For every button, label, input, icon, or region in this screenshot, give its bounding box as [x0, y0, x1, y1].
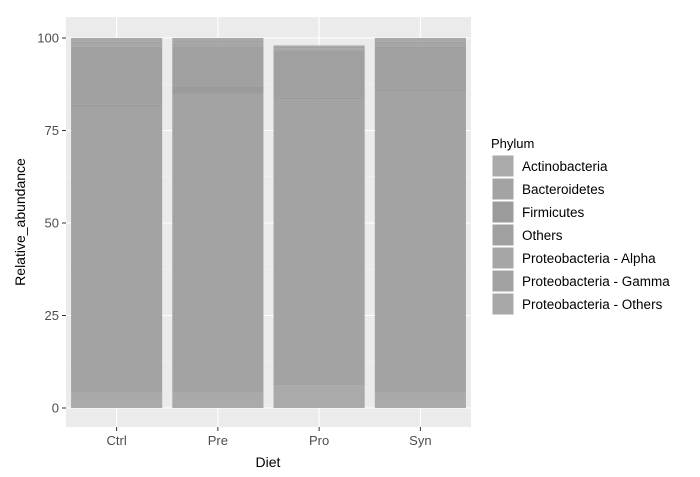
bar-segment — [374, 43, 466, 47]
bar-segment — [71, 392, 163, 408]
legend-label: Actinobacteria — [522, 159, 608, 174]
bar-segment — [374, 91, 466, 393]
legend-label: Proteobacteria - Gamma — [522, 274, 670, 289]
bar-segment — [273, 45, 365, 47]
x-tick-label: Pro — [309, 433, 329, 448]
legend-label: Firmicutes — [522, 205, 585, 220]
y-axis: 0 25 50 75 100 — [37, 31, 66, 416]
y-tick-label: 75 — [45, 123, 59, 138]
bar-segment — [172, 42, 264, 47]
bar-segment — [374, 89, 466, 92]
bar-segment — [71, 43, 163, 47]
bar-segment — [71, 41, 163, 44]
x-tick-label: Syn — [409, 433, 431, 448]
x-tick-label: Pre — [208, 433, 228, 448]
x-axis: Ctrl Pre Pro Syn — [107, 427, 432, 448]
legend-label: Bacteroidetes — [522, 182, 605, 197]
legend-title: Phylum — [491, 136, 534, 151]
legend-label: Proteobacteria - Alpha — [522, 251, 656, 266]
bar-segment — [172, 392, 264, 408]
legend-key — [491, 177, 515, 201]
legend-key — [491, 154, 515, 178]
x-tick-label: Ctrl — [107, 433, 127, 448]
bar-segment — [71, 106, 163, 393]
bar-segment — [374, 46, 466, 90]
bar-segment — [172, 38, 264, 41]
bars — [71, 38, 466, 408]
bar-segment — [273, 97, 365, 100]
bar-segment — [273, 385, 365, 408]
legend: Phylum Actinobacteria Bacteroidetes Firmic… — [491, 136, 670, 316]
bar-segment — [172, 86, 264, 94]
x-axis-title: Diet — [256, 454, 281, 470]
y-tick-label: 50 — [45, 216, 59, 231]
bar-segment — [71, 104, 163, 107]
legend-label: Proteobacteria - Others — [522, 297, 663, 312]
y-tick-label: 100 — [37, 31, 59, 46]
bar-segment — [273, 46, 365, 49]
bar-segment — [374, 41, 466, 44]
bar-segment — [374, 38, 466, 42]
bar-segment — [273, 99, 365, 386]
bar-segment — [71, 38, 163, 42]
bar-segment — [172, 93, 264, 393]
bar-segment — [172, 46, 264, 87]
y-tick-label: 25 — [45, 308, 59, 323]
legend-key — [491, 269, 515, 293]
legend-key — [491, 292, 515, 316]
bar-segment — [172, 40, 264, 43]
legend-key — [491, 223, 515, 247]
bar-segment — [273, 50, 365, 98]
bar-segment — [71, 46, 163, 105]
legend-label: Others — [522, 228, 563, 243]
y-tick-label: 0 — [52, 401, 59, 416]
legend-key — [491, 200, 515, 224]
bar-segment — [273, 48, 365, 51]
legend-key — [491, 246, 515, 270]
y-axis-title: Relative_abundance — [12, 158, 28, 286]
bar-segment — [374, 392, 466, 408]
